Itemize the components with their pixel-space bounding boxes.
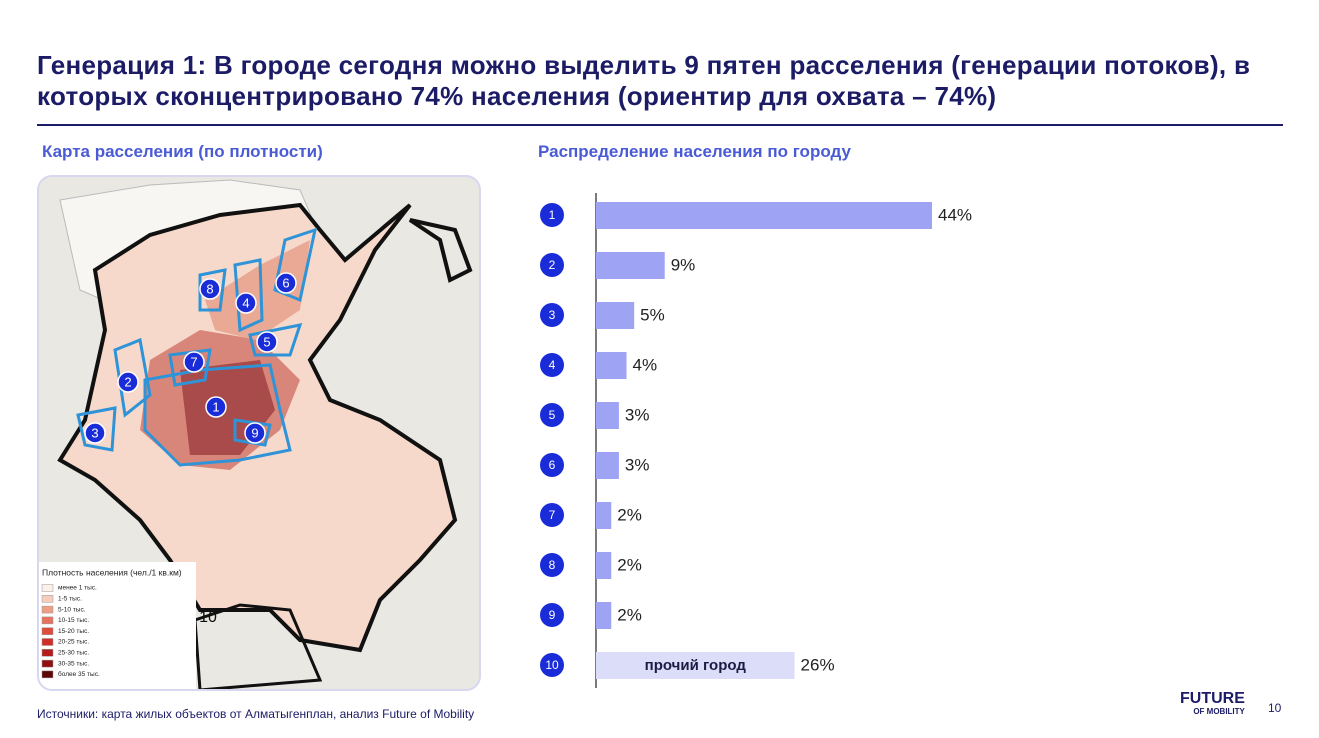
map-marker-label: 4 [242,295,249,310]
legend-swatch [41,659,54,668]
value-label: 3% [625,405,650,424]
map-marker-label: 1 [212,399,219,414]
logo-bottom: OF MOBILITY [1193,707,1245,716]
bar [596,502,612,529]
chart-subtitle: Распределение населения по городу [538,142,851,161]
legend-swatch [41,595,54,603]
bar [596,202,932,229]
value-label: 5% [640,305,665,324]
map-marker [275,272,297,294]
map-marker [117,371,139,393]
map-marker-label: 3 [91,425,98,440]
page-number: 10 [1268,701,1282,715]
map-marker-label: 6 [282,275,289,290]
map-marker [84,422,106,444]
value-label: 9% [671,255,696,274]
category-label: 1 [549,208,556,222]
category-label: 7 [549,508,556,522]
category-label: 4 [549,358,556,372]
legend-item: более 35 тыс. [58,670,100,678]
map-marker [205,396,227,418]
value-label: 26% [801,655,835,674]
map-marker-label: 9 [251,425,258,440]
bar [596,302,635,329]
category-label: 3 [549,308,556,322]
category-badge [540,653,564,677]
bar [596,252,665,279]
legend-item: менее 1 тыс. [58,585,97,592]
category-badge [540,503,564,527]
category-label: 10 [545,658,559,672]
legend-box [38,562,196,690]
value-label: 44% [938,205,972,224]
legend-swatch [41,605,54,614]
category-badge [540,303,564,327]
legend-swatch [41,627,54,635]
legend-item: 15-20 тыс. [58,628,89,635]
value-label: 2% [617,555,642,574]
map-marker-label: 8 [206,281,213,296]
map-marker-label: 5 [263,334,270,349]
bar [596,602,612,629]
logo-top: FUTURE [1180,690,1245,707]
legend-swatch [41,584,54,592]
map-marker [244,422,266,444]
legend-swatch [41,649,54,657]
value-label: 2% [617,605,642,624]
legend-item: 1-5 тыс. [58,596,82,603]
category-badge [540,553,564,577]
category-label: 9 [549,608,556,622]
source-note: Источники: карта жилых объектов от Алмат… [37,707,475,721]
category-label: 2 [549,258,556,272]
legend-title: Плотность населения (чел./1 кв.км) [42,567,182,577]
map-marker [235,292,257,314]
bar [596,352,627,379]
category-badge [540,353,564,377]
legend-item: 5-10 тыс. [58,606,86,613]
value-label: 2% [617,505,642,524]
bar-description: прочий город [645,657,747,674]
map-marker [199,278,221,300]
map-marker-label: 7 [190,354,197,369]
category-label: 5 [549,408,556,422]
value-label: 4% [633,355,658,374]
category-label: 6 [549,458,556,472]
bar [596,452,619,479]
map-frame [37,175,481,691]
category-badge [540,403,564,427]
bar [596,402,619,429]
legend-item: 20-25 тыс. [58,639,89,646]
value-label: 3% [625,455,650,474]
legend-item: 30-35 тыс. [58,660,89,667]
map-marker-label: 2 [124,374,131,389]
category-badge [540,453,564,477]
category-label: 8 [549,558,556,572]
bar [596,552,612,579]
legend-swatch [41,670,54,679]
category-badge [540,203,564,227]
logo: FUTURE OF MOBILITY [1180,690,1245,718]
legend-swatch [41,616,54,625]
legend-swatch [41,638,54,646]
map-marker-label: 10 [199,609,217,626]
category-badge [540,253,564,277]
legend-item: 25-30 тыс. [58,650,89,657]
map-subtitle: Карта расселения (по плотности) [42,142,323,161]
slide-title: Генерация 1: В городе сегодня можно выде… [37,50,1251,111]
category-badge [540,603,564,627]
legend-item: 10-15 тыс. [58,617,89,624]
map-marker [183,351,205,373]
bar [596,652,795,679]
title-rule [37,124,1283,126]
map-marker [256,331,278,353]
